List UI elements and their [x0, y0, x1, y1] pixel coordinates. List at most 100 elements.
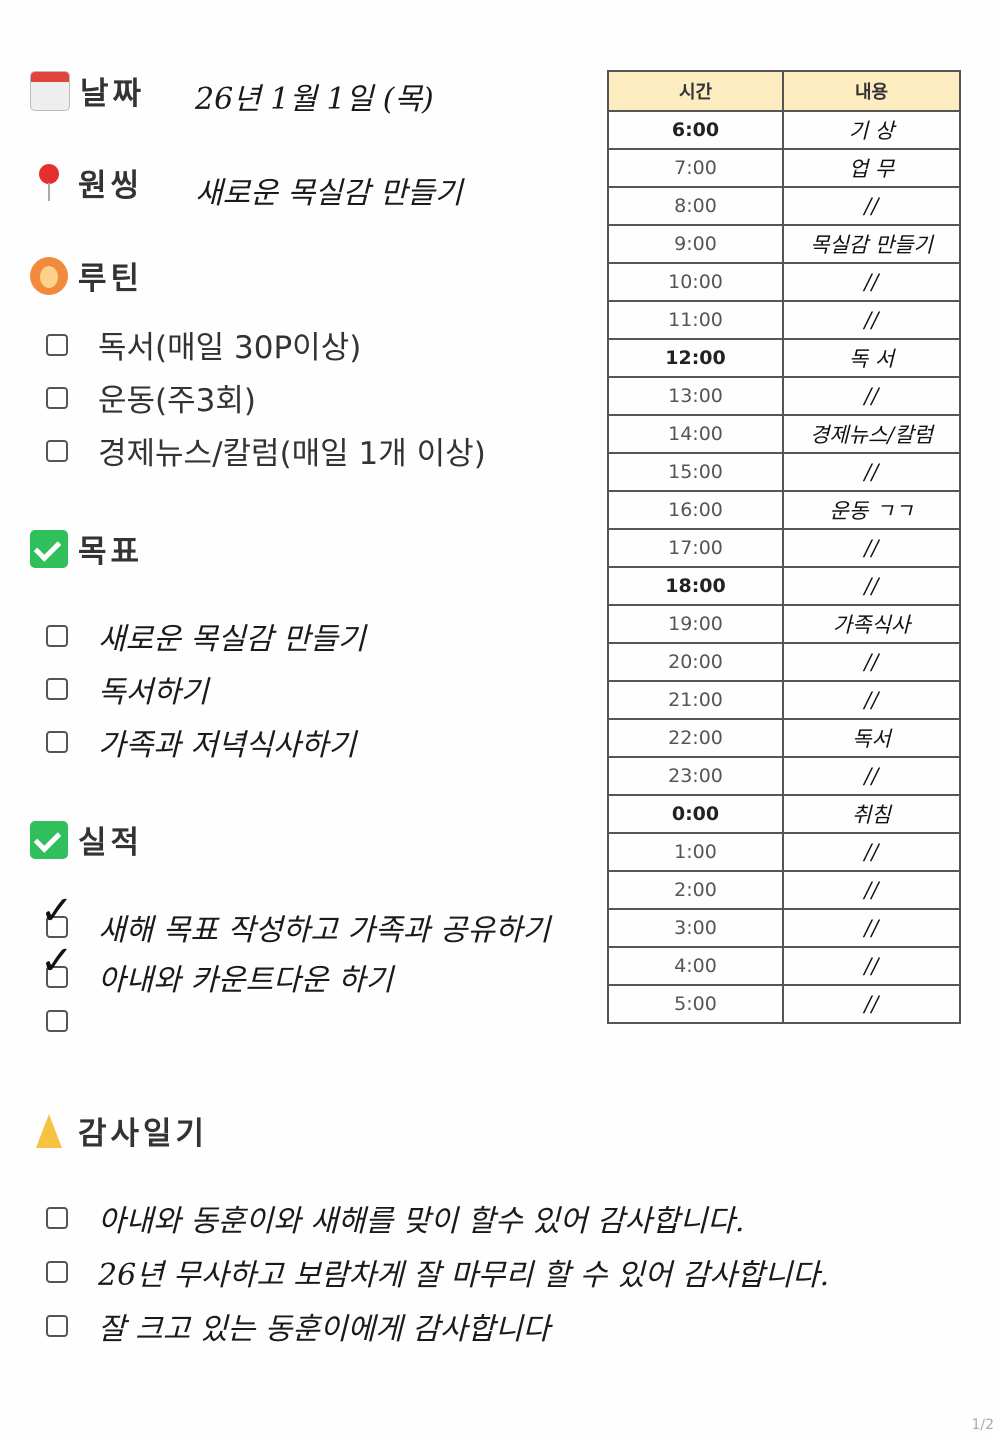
content-cell: 독 서	[782, 338, 961, 378]
content-cell: 경제뉴스/칼럼	[782, 414, 961, 454]
schedule-row: 6:00 기 상	[607, 110, 961, 150]
schedule-table: 시간 내용 6:00 기 상 7:00 업 무 8:00//9:00 목실감 만들기 10:…	[607, 70, 961, 1024]
checklist-item: 경제뉴스/칼럼(매일 1개 이상)	[46, 428, 486, 473]
time-cell: 22:00	[607, 718, 784, 758]
checkbox[interactable]	[46, 439, 68, 462]
one-thing-label: 원씽	[78, 168, 144, 204]
check-mark-button-icon	[30, 820, 68, 859]
schedule-row: 12:00 독 서	[607, 338, 961, 378]
content-cell: 취침	[782, 794, 961, 834]
schedule-row: 21:00//	[607, 680, 961, 720]
schedule-row: 3:00//	[607, 908, 961, 948]
item-text: 새로운 목실감 만들기	[98, 622, 366, 657]
time-cell: 1:00	[607, 832, 784, 872]
one-thing-value: 새로운 목실감 만들기	[195, 176, 463, 211]
checkbox[interactable]	[46, 1207, 68, 1229]
content-cell: //	[782, 984, 961, 1024]
time-cell: 4:00	[607, 946, 784, 986]
checkbox[interactable]	[46, 1010, 68, 1032]
schedule-row: 9:00 목실감 만들기	[607, 224, 961, 264]
handwritten-check-icon: ✓	[40, 938, 74, 984]
pushpin-icon	[30, 163, 68, 202]
item-text: 새해 목표 작성하고 가족과 공유하기	[98, 913, 551, 948]
item-text: 가족과 저녁식사하기	[98, 728, 356, 763]
checklist-item: 아내와 동훈이와 새해를 맞이 할수 있어 감사합니다.	[46, 1196, 744, 1240]
content-cell: //	[782, 452, 961, 492]
schedule-row: 19:00 가족식사	[607, 604, 961, 644]
content-cell: //	[782, 680, 961, 720]
content-column-header: 내용	[782, 70, 961, 112]
schedule-row: 7:00 업 무	[607, 148, 961, 188]
checkbox[interactable]	[46, 625, 68, 647]
checkbox[interactable]	[46, 731, 68, 753]
time-cell: 19:00	[607, 604, 784, 644]
gratitude-label: 감사일기	[78, 1116, 209, 1152]
checklist-item: 잘 크고 있는 동훈이에게 감사합니다	[46, 1304, 550, 1348]
content-cell: 가족식사	[782, 604, 961, 644]
time-cell: 3:00	[607, 908, 784, 948]
person-gesturing-ok-icon	[30, 256, 68, 295]
schedule-row: 10:00//	[607, 262, 961, 302]
date-value: 26년 1월 1일 (목)	[195, 82, 434, 117]
time-cell: 0:00	[607, 794, 784, 834]
content-cell: 운동 ㄱㄱ	[782, 490, 961, 530]
schedule-row: 17:00//	[607, 528, 961, 568]
checkbox[interactable]	[46, 1261, 68, 1283]
content-cell: 기 상	[782, 110, 961, 150]
item-text: 독서(매일 30P이상)	[98, 330, 362, 366]
date-heading: 날짜	[30, 68, 145, 113]
schedule-row: 18:00//	[607, 566, 961, 606]
schedule-row: 0:00 취침	[607, 794, 961, 834]
schedule-row: 16:00 운동 ㄱㄱ	[607, 490, 961, 530]
time-cell: 8:00	[607, 186, 784, 226]
checkbox[interactable]	[46, 333, 68, 356]
checkbox[interactable]: ✓	[40, 888, 74, 938]
schedule-row: 20:00//	[607, 642, 961, 682]
time-cell: 2:00	[607, 870, 784, 910]
item-text: 아내와 동훈이와 새해를 맞이 할수 있어 감사합니다.	[98, 1204, 745, 1239]
item-text: 26년 무사하고 보람차게 잘 마무리 할 수 있어 감사합니다.	[98, 1258, 830, 1293]
schedule-row: 13:00//	[607, 376, 961, 416]
schedule-row: 1:00//	[607, 832, 961, 872]
content-cell: 독서	[782, 718, 961, 758]
checkbox[interactable]: ✓	[40, 938, 74, 988]
checklist-item: 26년 무사하고 보람차게 잘 마무리 할 수 있어 감사합니다.	[46, 1250, 829, 1294]
time-cell: 12:00	[607, 338, 784, 378]
checkbox[interactable]	[46, 678, 68, 700]
page-number: 1/2	[971, 1417, 994, 1433]
content-cell: //	[782, 832, 961, 872]
achievements-label: 실적	[78, 825, 144, 861]
item-text: 경제뉴스/칼럼(매일 1개 이상)	[98, 436, 486, 472]
checkbox[interactable]	[46, 386, 68, 409]
time-cell: 16:00	[607, 490, 784, 530]
item-text: 아내와 카운트다운 하기	[98, 963, 394, 998]
routine-heading: 루틴	[30, 253, 143, 298]
time-cell: 17:00	[607, 528, 784, 568]
schedule-row: 22:00 독서	[607, 718, 961, 758]
one-thing-heading: 원씽	[30, 160, 143, 205]
schedule-row: 14:00 경제뉴스/칼럼	[607, 414, 961, 454]
time-cell: 13:00	[607, 376, 784, 416]
checklist-item: 운동(주3회)	[46, 375, 256, 420]
time-cell: 9:00	[607, 224, 784, 264]
content-cell: //	[782, 262, 961, 302]
content-cell: //	[782, 300, 961, 340]
schedule-row: 11:00//	[607, 300, 961, 340]
time-cell: 7:00	[607, 148, 784, 188]
content-cell: 목실감 만들기	[782, 224, 961, 264]
content-cell: //	[782, 566, 961, 606]
routine-label: 루틴	[78, 261, 144, 297]
checklist-item: ✓ 새해 목표 작성하고 가족과 공유하기	[40, 888, 551, 949]
checkbox[interactable]	[46, 1315, 68, 1337]
item-text: 잘 크고 있는 동훈이에게 감사합니다	[98, 1312, 551, 1347]
item-text: 운동(주3회)	[98, 383, 256, 419]
goals-heading: 목표	[30, 526, 143, 571]
calendar-icon	[30, 70, 70, 111]
check-mark-button-icon	[30, 529, 68, 568]
content-cell: //	[782, 642, 961, 682]
content-cell: //	[782, 756, 961, 796]
time-cell: 11:00	[607, 300, 784, 340]
time-cell: 18:00	[607, 566, 784, 606]
content-cell: 업 무	[782, 148, 961, 188]
